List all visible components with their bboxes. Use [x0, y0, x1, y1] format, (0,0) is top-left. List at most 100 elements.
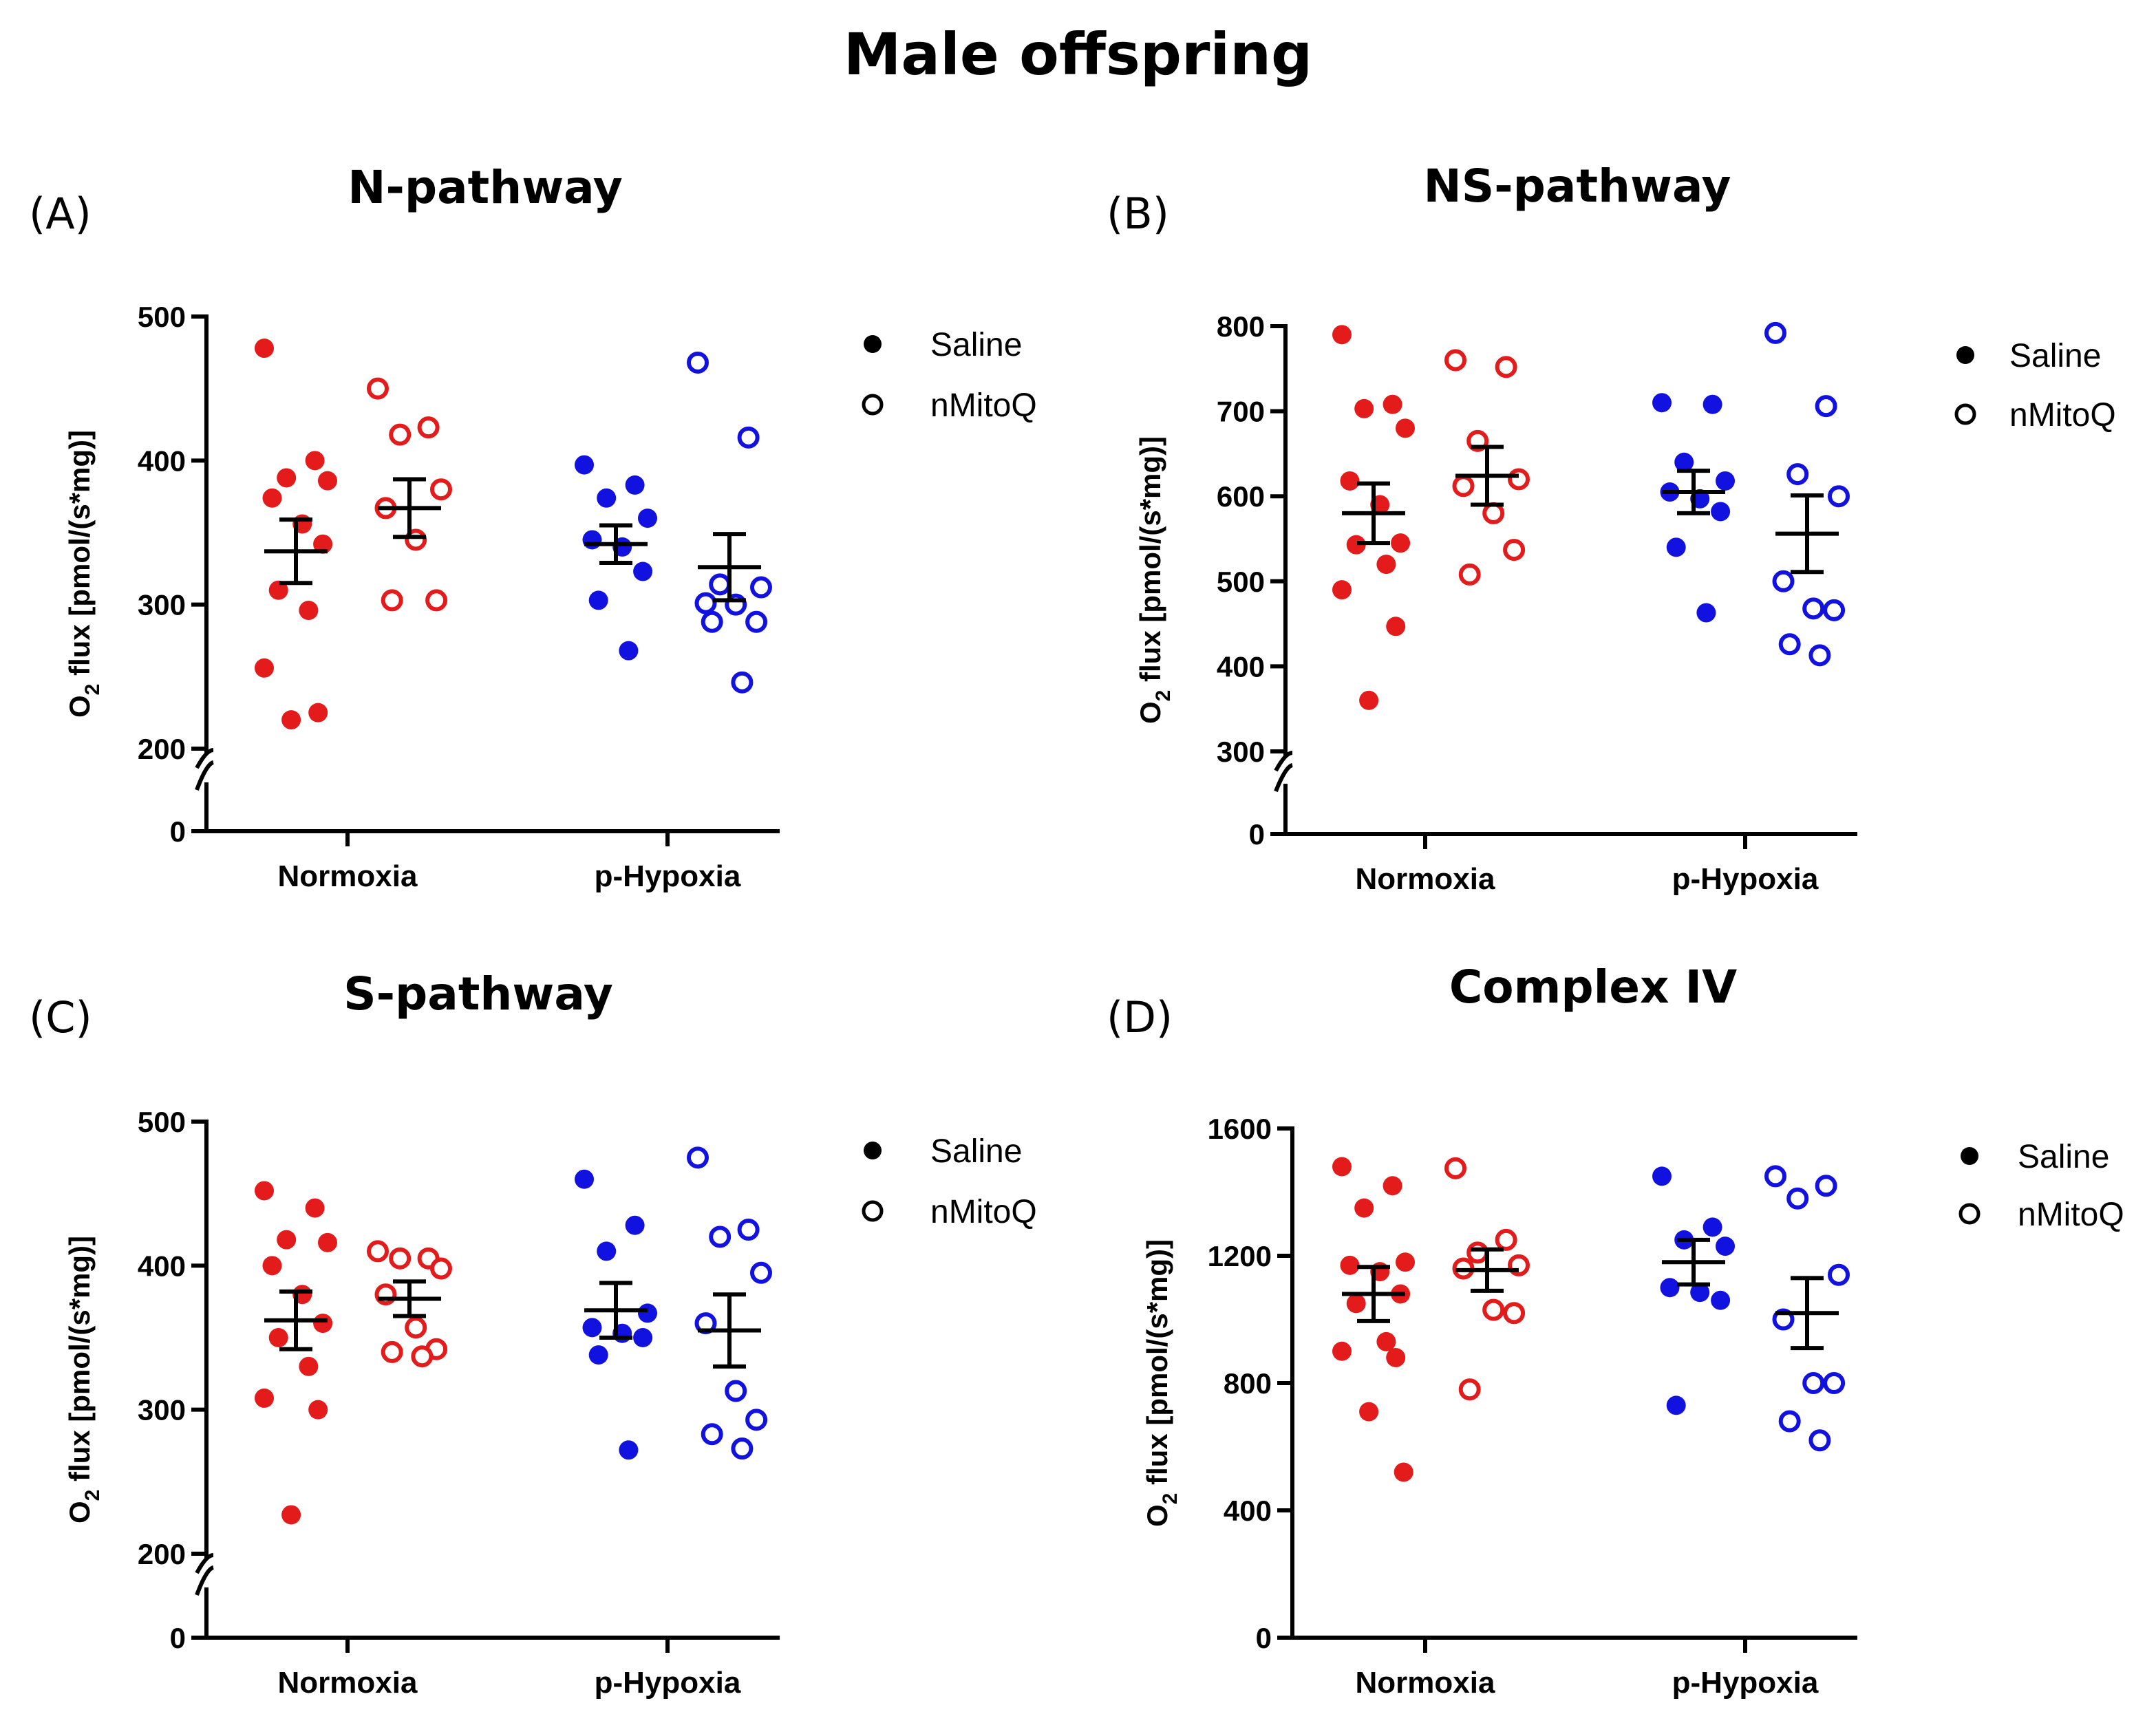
x-category-label: Normoxia — [1356, 862, 1495, 896]
data-point-saline — [1376, 555, 1396, 575]
panel-b: (B) NS-pathway 300 400 500 600 700 800 0 Normoxia… — [1078, 124, 2155, 929]
data-point-nmitoq — [1466, 1241, 1489, 1264]
axis-break-mark — [1274, 763, 1294, 793]
data-point-saline — [588, 590, 608, 610]
data-point-saline — [1666, 537, 1686, 557]
panel-d: (D) Complex IV 0 400 800 1200 1600 Normoxia p-Hy… — [1078, 929, 2155, 1734]
data-point-saline — [255, 658, 274, 678]
data-point-nmitoq — [687, 351, 709, 374]
y-axis-label: O2 flux [pmol/(s*mg)] — [63, 430, 104, 718]
y-tick-label: 1600 — [1208, 1113, 1272, 1145]
legend-marker-filled — [864, 335, 882, 353]
data-point-saline — [277, 468, 297, 488]
data-point-nmitoq — [1786, 1187, 1809, 1210]
y-tick-label: 0 — [170, 1622, 186, 1654]
data-point-nmitoq — [1823, 599, 1846, 621]
data-point-saline — [277, 1230, 297, 1250]
panel-letter: (C) — [29, 992, 92, 1042]
data-point-nmitoq — [389, 1247, 412, 1270]
data-point-nmitoq — [430, 478, 452, 501]
data-point-saline — [268, 1328, 288, 1347]
data-point-saline — [1716, 471, 1735, 491]
data-point-saline — [255, 1388, 274, 1408]
data-point-saline — [1332, 580, 1352, 600]
y-tick-label: 600 — [1217, 480, 1265, 513]
data-point-nmitoq — [1495, 1228, 1517, 1251]
legend-label: nMitoQ — [2018, 1197, 2124, 1233]
data-point-saline — [255, 1181, 274, 1201]
y-axis-label-part: O — [63, 695, 96, 718]
y-tick-label: 500 — [138, 301, 186, 333]
legend-marker-filled — [1961, 1147, 1978, 1165]
data-point-saline — [1386, 617, 1406, 636]
y-axis-label-subscript: 2 — [81, 1490, 104, 1501]
legend-label: Saline — [2009, 338, 2101, 374]
data-point-saline — [1346, 1294, 1366, 1314]
y-axis-label-subscript: 2 — [1159, 1493, 1182, 1505]
data-point-saline — [262, 488, 282, 508]
data-point-saline — [1716, 1237, 1735, 1256]
data-point-saline — [1690, 1283, 1710, 1303]
data-point-nmitoq — [411, 1345, 434, 1368]
data-point-nmitoq — [1764, 321, 1786, 344]
data-point-nmitoq — [1828, 485, 1850, 508]
data-point-saline — [619, 1440, 639, 1460]
chart-title: NS-pathway — [1424, 160, 1731, 213]
x-category-label: Normoxia — [278, 1666, 418, 1700]
data-point-nmitoq — [1503, 1302, 1526, 1325]
data-point-saline — [1359, 1402, 1379, 1422]
data-point-saline — [299, 1356, 319, 1376]
data-point-saline — [1703, 394, 1722, 414]
data-point-nmitoq — [1444, 349, 1466, 372]
data-point-saline — [1703, 1217, 1722, 1237]
data-point-nmitoq — [1808, 1429, 1831, 1452]
data-point-saline — [625, 475, 645, 495]
data-point-saline — [638, 509, 657, 528]
data-point-saline — [1346, 535, 1366, 555]
data-point-saline — [597, 488, 617, 508]
y-tick-label: 700 — [1217, 396, 1265, 428]
y-axis-label-part: flux [pmol/(s*mg)] — [63, 1236, 96, 1490]
legend-marker-open — [862, 1200, 884, 1222]
data-point-saline — [1396, 1252, 1415, 1272]
data-point-nmitoq — [389, 423, 412, 446]
data-point-saline — [1340, 1255, 1360, 1275]
y-tick-label: 200 — [138, 1538, 186, 1570]
data-point-saline — [1383, 394, 1402, 414]
chart-svg: (A) N-pathway 200 300 400 500 0 Normoxia p-Hypox… — [29, 161, 1037, 893]
data-point-nmitoq — [405, 1316, 427, 1339]
y-tick-label: 400 — [1224, 1495, 1272, 1527]
data-point-nmitoq — [701, 1423, 723, 1446]
y-tick-label: 200 — [138, 733, 186, 765]
data-point-saline — [1332, 1157, 1352, 1177]
data-point-saline — [597, 1241, 617, 1261]
legend-label: Saline — [930, 1133, 1022, 1170]
chart-title: N-pathway — [348, 161, 622, 214]
y-tick-label: 500 — [1217, 566, 1265, 598]
y-tick-label: 1200 — [1208, 1240, 1272, 1272]
panel-letter: (A) — [29, 189, 92, 239]
y-axis-label: O2 flux [pmol/(s*mg)] — [1134, 436, 1175, 724]
data-point-nmitoq — [425, 589, 448, 612]
data-point-saline — [1660, 1278, 1680, 1298]
data-point-saline — [305, 1198, 325, 1218]
legend-label: Saline — [2018, 1139, 2109, 1175]
y-axis-label-subscript: 2 — [1152, 690, 1175, 702]
chart-svg: (B) NS-pathway 300 400 500 600 700 800 0 Normoxia… — [1107, 160, 2116, 896]
data-point-nmitoq — [1802, 597, 1825, 620]
data-point-nmitoq — [1503, 539, 1526, 561]
data-point-saline — [1396, 418, 1415, 438]
legend-marker-filled — [1956, 346, 1974, 364]
data-point-saline — [588, 1345, 608, 1365]
y-tick-label: 800 — [1224, 1367, 1272, 1400]
data-point-saline — [1359, 690, 1379, 710]
data-point-nmitoq — [745, 1409, 768, 1431]
legend-marker-open — [1958, 1203, 1981, 1225]
data-point-saline — [1711, 1290, 1731, 1310]
panel-letter: (D) — [1107, 992, 1173, 1042]
data-point-saline — [633, 561, 653, 581]
y-tick-label: 0 — [170, 815, 186, 848]
data-point-nmitoq — [745, 610, 768, 633]
data-point-saline — [1354, 398, 1374, 418]
y-axis-label-part: O — [63, 1501, 96, 1523]
